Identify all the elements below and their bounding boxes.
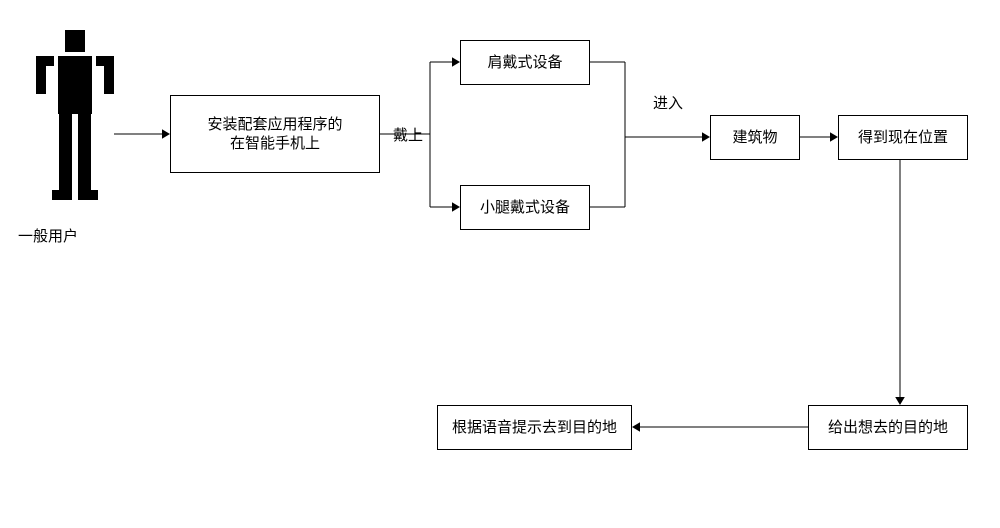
person-svg — [36, 30, 114, 200]
node-shoulder: 肩戴式设备 — [460, 40, 590, 85]
node-building: 建筑物 — [710, 115, 800, 160]
node-dest: 给出想去的目的地 — [808, 405, 968, 450]
user-icon — [36, 30, 114, 200]
node-voice-label: 根据语音提示去到目的地 — [452, 418, 617, 438]
node-install: 安装配套应用程序的 在智能手机上 — [170, 95, 380, 173]
node-current: 得到现在位置 — [838, 115, 968, 160]
node-current-label: 得到现在位置 — [858, 128, 948, 148]
node-leg: 小腿戴式设备 — [460, 185, 590, 230]
node-dest-label: 给出想去的目的地 — [828, 418, 948, 438]
label-user: 一般用户 — [18, 225, 78, 246]
node-leg-label: 小腿戴式设备 — [480, 198, 570, 218]
label-wear: 戴上 — [393, 124, 423, 145]
node-install-label: 安装配套应用程序的 在智能手机上 — [207, 115, 342, 154]
label-enter: 进入 — [653, 92, 683, 113]
node-building-label: 建筑物 — [732, 128, 777, 148]
node-shoulder-label: 肩戴式设备 — [487, 53, 562, 73]
node-voice: 根据语音提示去到目的地 — [437, 405, 632, 450]
